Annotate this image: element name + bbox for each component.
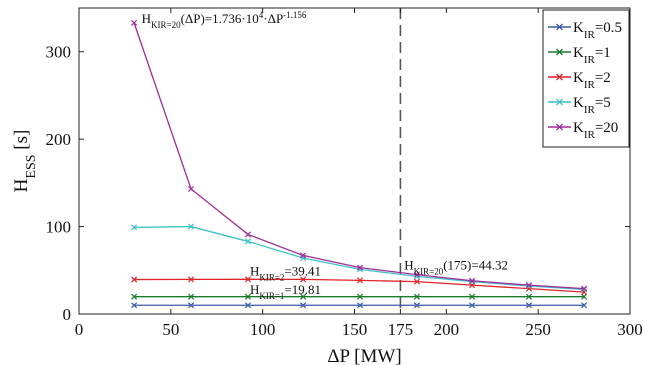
series-point-2-0: [131, 276, 138, 283]
series-point-4-2: [244, 231, 251, 238]
x-tick-label-6: 250: [525, 320, 551, 339]
series-point-0-8: [581, 302, 588, 309]
x-tick-label-0: 0: [75, 320, 84, 339]
series-point-1-0: [131, 293, 138, 300]
x-tick-label-4: 175: [388, 320, 414, 339]
x-tick-label-2: 100: [250, 320, 276, 339]
series-point-0-4: [356, 302, 364, 309]
legend-entry-1: KIR=1: [548, 45, 611, 66]
legend-label-2: KIR=2: [573, 70, 611, 91]
legend-label-3: KIR=5: [573, 95, 611, 116]
series-point-1-7: [525, 293, 533, 300]
series-point-2-5: [413, 278, 420, 285]
series-point-0-2: [244, 302, 251, 309]
series-point-3-1: [188, 223, 195, 230]
series-point-0-7: [525, 302, 533, 309]
y-tick-label-1: 100: [46, 218, 72, 237]
annotation-0: HKIR=20(ΔP)=1.736·104·ΔP-1.156: [142, 10, 307, 30]
series-point-1-6: [469, 293, 476, 300]
series-point-1-1: [188, 293, 195, 300]
y-axis-label: HESS [s]: [11, 130, 39, 193]
y-tick-label-3: 300: [46, 43, 72, 62]
x-tick-label-5: 200: [434, 320, 460, 339]
series-line-4: [133, 22, 585, 290]
series-point-0-3: [300, 302, 307, 309]
series-point-4-1: [188, 185, 195, 193]
series-point-4-8: [581, 285, 588, 292]
series-point-4-4: [356, 264, 364, 271]
legend-entry-0: KIR=0.5: [548, 20, 622, 41]
x-tick-label-7: 300: [617, 320, 643, 339]
series-point-4-3: [300, 252, 307, 259]
series-1: [131, 293, 588, 300]
series-point-0-5: [413, 302, 420, 309]
annotation-2: HKIR=2=39.41: [250, 264, 321, 283]
series-point-1-8: [581, 293, 588, 300]
legend-label-0: KIR=0.5: [573, 20, 622, 41]
series-point-4-5: [413, 271, 420, 278]
series-point-3-6: [469, 278, 476, 285]
series-point-1-5: [413, 293, 420, 300]
series-point-3-8: [581, 286, 588, 293]
series-point-0-0: [131, 302, 138, 309]
series-point-1-2: [244, 293, 251, 300]
y-tick-label-2: 200: [46, 130, 72, 149]
plot-area: [131, 8, 588, 314]
y-tick-label-0: 0: [63, 305, 72, 324]
x-tick-label-1: 50: [162, 320, 179, 339]
series-point-4-0: [131, 19, 138, 26]
x-tick-label-3: 150: [342, 320, 368, 339]
legend-entry-3: KIR=5: [548, 95, 611, 116]
series-point-0-1: [188, 302, 195, 309]
annotation-1: HKIR=20(175)=44.32: [404, 257, 508, 276]
series-point-1-4: [356, 293, 364, 300]
legend-label-4: KIR=20: [573, 120, 618, 141]
series-0: [131, 302, 588, 309]
series-point-2-3: [300, 276, 307, 283]
legend-label-1: KIR=1: [573, 45, 611, 66]
series-point-4-7: [525, 282, 533, 289]
legend-entry-4: KIR=20: [548, 120, 618, 141]
legend: KIR=0.5 KIR=1 KIR=2 KIR=5 KIR=20: [542, 9, 630, 148]
series-point-3-0: [131, 224, 138, 231]
series-point-1-3: [300, 293, 307, 300]
legend-entry-2: KIR=2: [548, 70, 611, 91]
series-3: [131, 223, 588, 293]
series-point-4-6: [469, 277, 476, 284]
series-point-3-2: [244, 238, 251, 245]
x-axis-label: ΔP [MW]: [327, 346, 401, 365]
series-point-2-1: [188, 276, 195, 283]
series-point-3-7: [525, 282, 533, 290]
annotation-3: HKIR=1=19.81: [250, 282, 321, 301]
annotations: HKIR=20(ΔP)=1.736·104·ΔP-1.156 HKIR=20(17…: [142, 10, 508, 301]
series-point-0-6: [469, 302, 476, 309]
series-point-2-2: [244, 276, 251, 283]
series-point-2-4: [356, 277, 364, 284]
series-4: [131, 19, 588, 292]
